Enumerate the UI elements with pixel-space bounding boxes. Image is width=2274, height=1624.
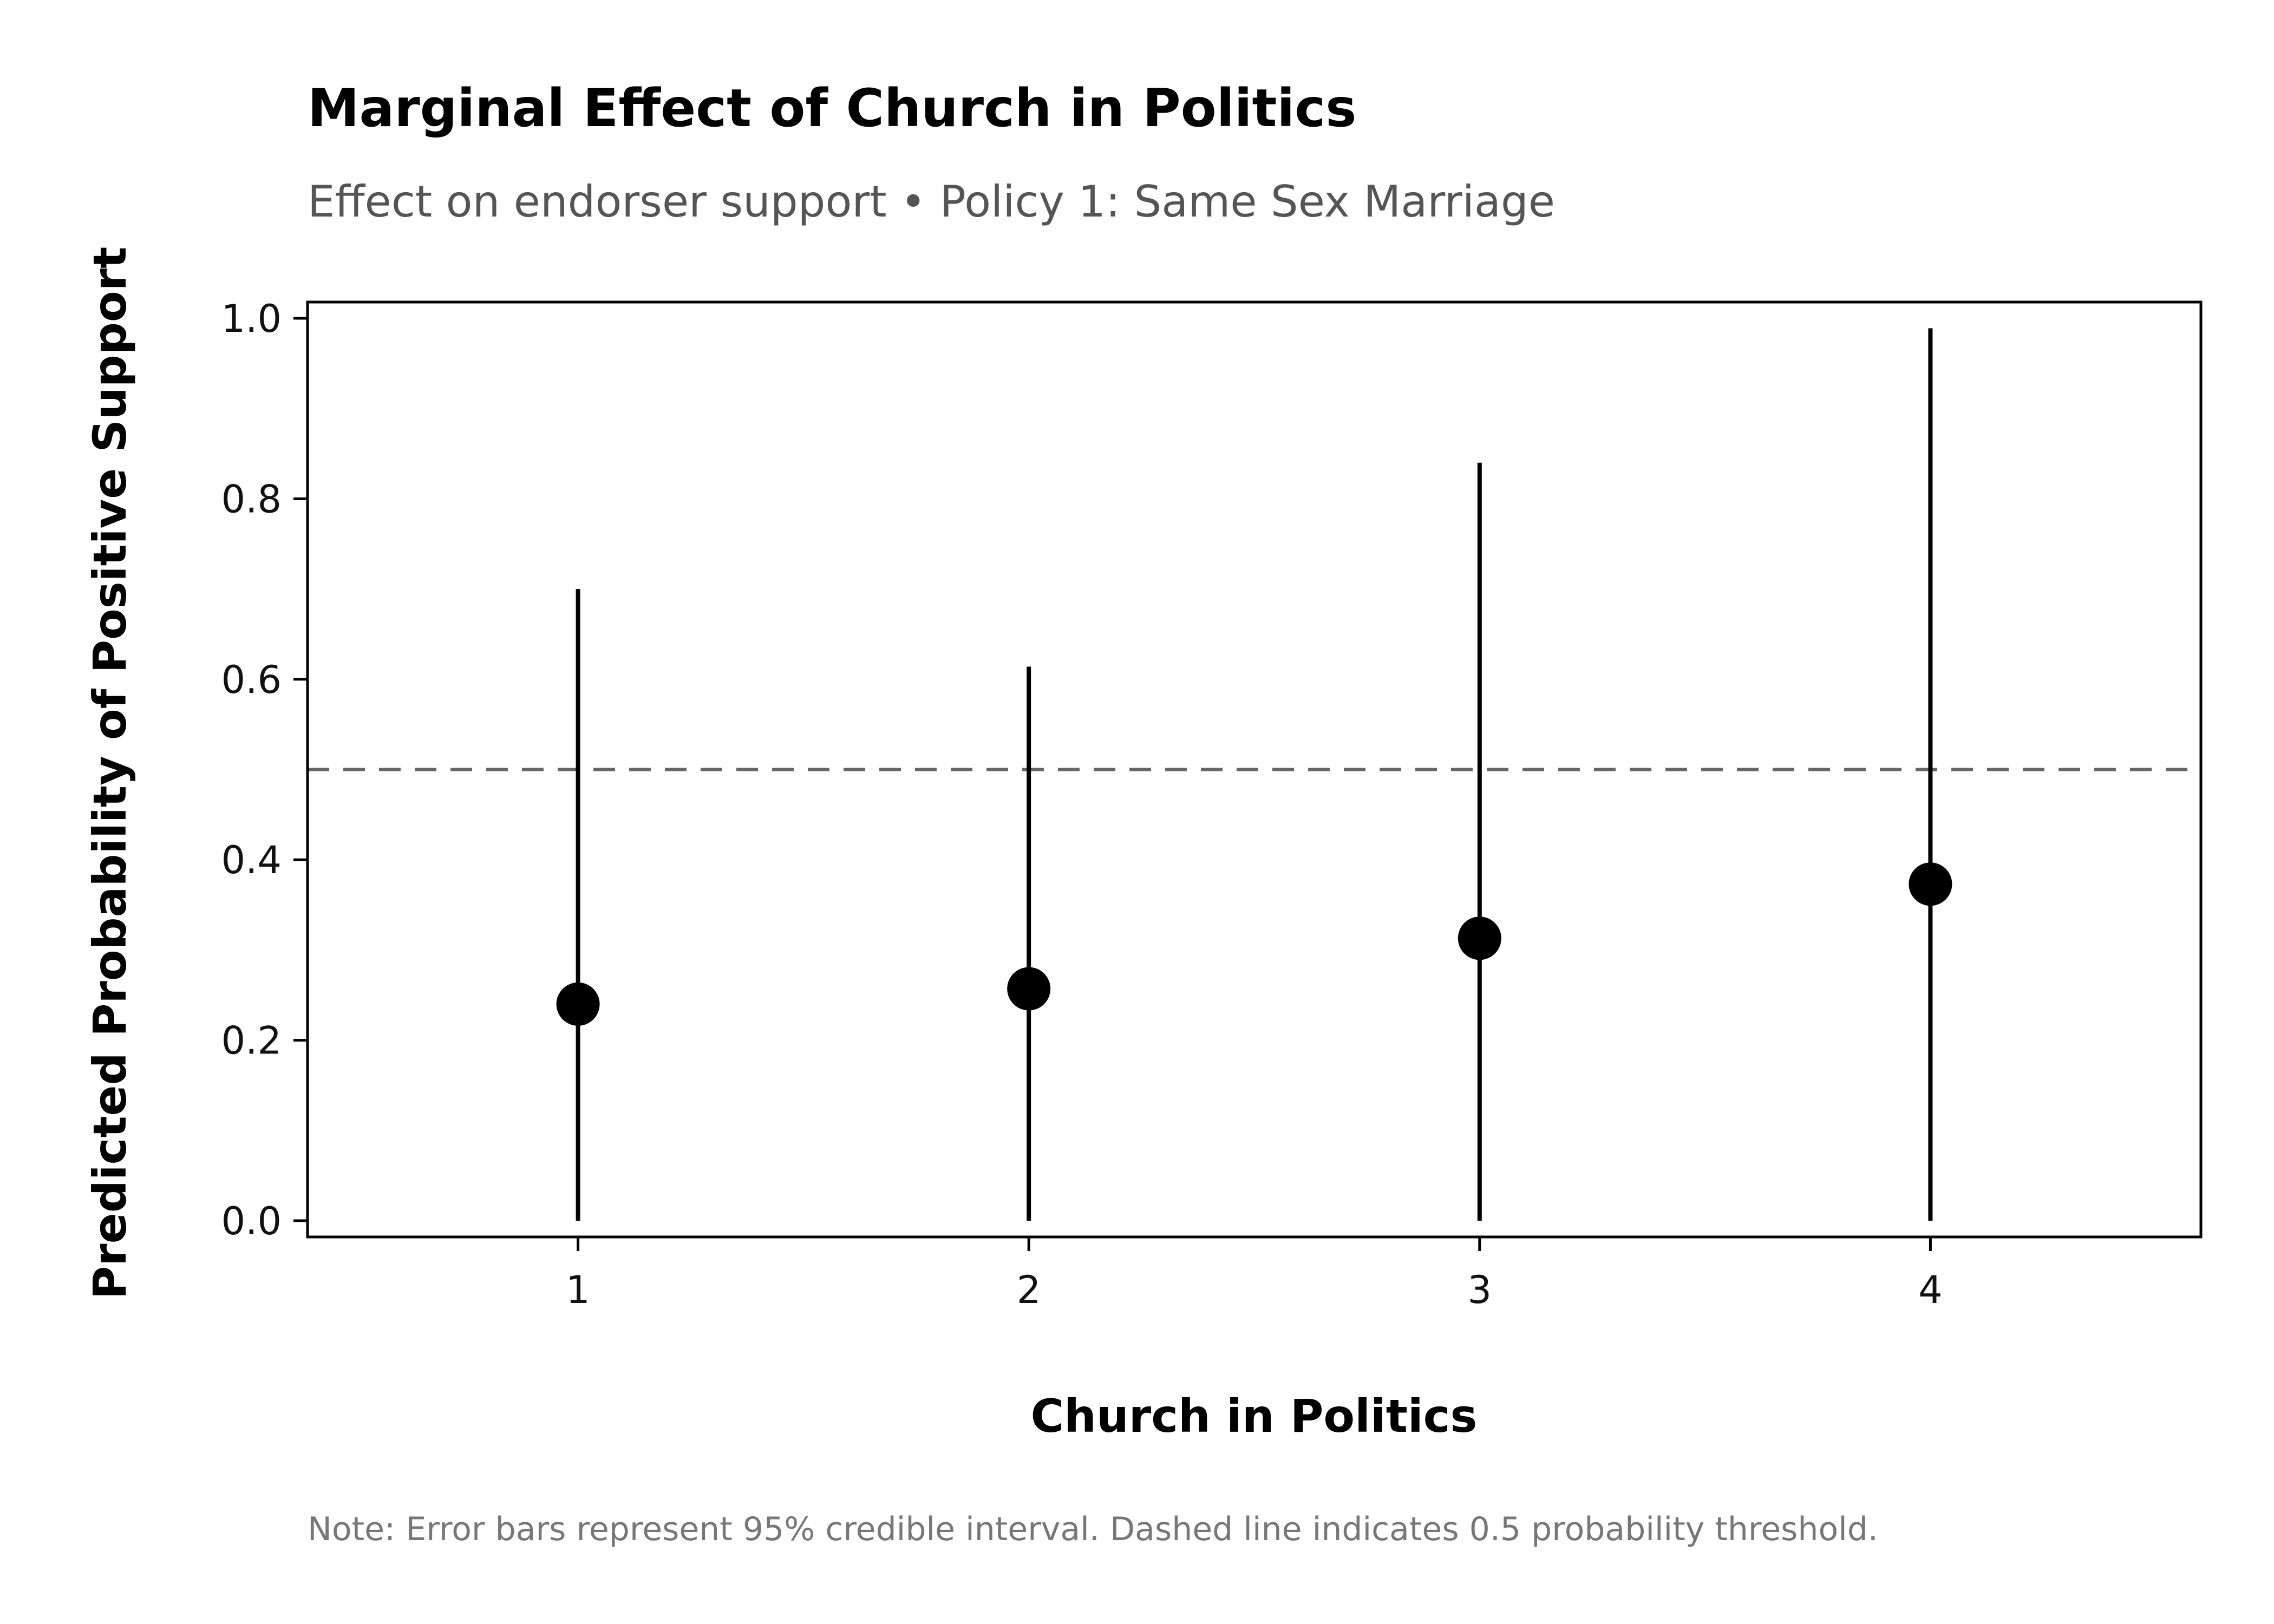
y-tick-label: 0.2 <box>221 1019 282 1063</box>
x-tick-label: 1 <box>566 1268 590 1312</box>
y-tick-label: 0.4 <box>221 838 282 882</box>
data-point <box>1007 967 1051 1011</box>
y-axis-ticks: 0.0 0.2 0.4 0.6 0.8 1.0 <box>221 297 308 1243</box>
point-layer <box>556 862 1952 1026</box>
error-bar-layer <box>576 328 1933 1221</box>
y-axis-label: Predicted Probability of Positive Suppor… <box>83 247 136 1300</box>
y-tick-label: 0.0 <box>221 1199 282 1243</box>
x-tick-label: 4 <box>1918 1268 1943 1312</box>
chart-subtitle: Effect on endorser support • Policy 1: S… <box>308 176 1555 227</box>
y-tick-label: 0.8 <box>221 477 282 521</box>
data-point <box>1909 862 1952 906</box>
x-axis-label: Church in Politics <box>1031 1390 1478 1443</box>
x-tick-label: 2 <box>1017 1268 1041 1312</box>
chart-title: Marginal Effect of Church in Politics <box>308 78 1356 139</box>
y-tick-label: 0.6 <box>221 658 282 702</box>
x-axis-ticks: 1 2 3 4 <box>566 1237 1943 1312</box>
plot-frame <box>306 300 2203 1239</box>
x-tick-label: 3 <box>1468 1268 1492 1312</box>
data-point <box>1458 916 1501 960</box>
y-tick-label: 1.0 <box>221 297 282 341</box>
chart-note: Note: Error bars represent 95% credible … <box>308 1510 1878 1548</box>
data-point <box>556 982 600 1026</box>
